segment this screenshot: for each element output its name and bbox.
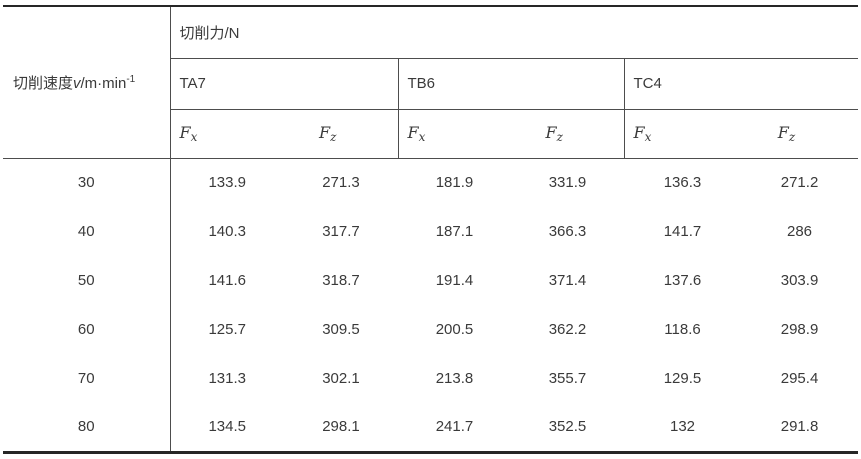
header-row-materials: TA7 TB6 TC4 <box>3 58 859 110</box>
tb6-fz-value: 362.2 <box>511 305 624 354</box>
tc4-fz-value: 271.2 <box>741 158 859 207</box>
tb6-fz-value: 331.9 <box>511 158 624 207</box>
tb6-fx-value: 200.5 <box>398 305 511 354</box>
tc4-fx-value: 136.3 <box>624 158 741 207</box>
tb6-fz-value: 366.3 <box>511 207 624 256</box>
material-header-tc4: TC4 <box>623 58 859 110</box>
tb6-fx-value: 191.4 <box>398 256 511 305</box>
table-row: 80 134.5 298.1 241.7 352.5 132 291.8 <box>3 403 859 452</box>
ta7-fx-value: 125.7 <box>170 305 284 354</box>
header-row-force: 切削速度v/m·min-1 切削力/N <box>3 6 859 159</box>
speed-value: 80 <box>3 403 171 452</box>
speed-value: 40 <box>3 207 171 256</box>
ta7-fz-value: 309.5 <box>284 305 398 354</box>
ta7-fz-value: 317.7 <box>284 207 398 256</box>
header-row-components: Fx Fz Fx Fz Fx Fz <box>3 109 859 159</box>
ta7-fz-value: 271.3 <box>284 158 398 207</box>
tc4-fz-value: 291.8 <box>741 403 859 452</box>
speed-unit-exponent: -1 <box>126 73 136 85</box>
ta7-fz-value: 302.1 <box>284 354 398 403</box>
table-row: 70 131.3 302.1 213.8 355.7 129.5 295.4 <box>3 354 859 403</box>
tb6-fx-value: 187.1 <box>398 207 511 256</box>
table-row: 60 125.7 309.5 200.5 362.2 118.6 298.9 <box>3 305 859 354</box>
tb6-fz-value: 352.5 <box>511 403 624 452</box>
table-row: 40 140.3 317.7 187.1 366.3 141.7 286 <box>3 207 859 256</box>
ta7-fx-value: 133.9 <box>170 158 284 207</box>
tb6-fz-value: 371.4 <box>511 256 624 305</box>
tc4-fz-value: 298.9 <box>741 305 859 354</box>
ta7-fx-value: 141.6 <box>170 256 284 305</box>
tc4-fx-value: 141.7 <box>624 207 741 256</box>
tb6-fx-value: 181.9 <box>398 158 511 207</box>
ta7-fx-value: 140.3 <box>170 207 284 256</box>
material-header-tb6: TB6 <box>397 58 624 110</box>
table-row: 30 133.9 271.3 181.9 331.9 136.3 271.2 <box>3 158 859 207</box>
speed-variable: v <box>73 74 81 92</box>
tc4-fx-value: 132 <box>624 403 741 452</box>
ta7-fx-value: 134.5 <box>170 403 284 452</box>
speed-value: 30 <box>3 158 171 207</box>
tb6-fz-value: 355.7 <box>511 354 624 403</box>
speed-column-header: 切削速度v/m·min-1 <box>3 6 171 159</box>
speed-value: 50 <box>3 256 171 305</box>
tb6-fz-header: Fz <box>511 109 624 159</box>
ta7-fz-value: 318.7 <box>284 256 398 305</box>
tb6-fx-value: 241.7 <box>398 403 511 452</box>
table-row: 50 141.6 318.7 191.4 371.4 137.6 303.9 <box>3 256 859 305</box>
tc4-fz-header: Fz <box>741 109 859 159</box>
speed-unit: /m·min <box>80 74 127 92</box>
cutting-force-table: 切削速度v/m·min-1 切削力/N TA7 TB6 TC4 Fx Fz Fx… <box>3 5 859 454</box>
tc4-fz-value: 286 <box>741 207 859 256</box>
tb6-fx-header: Fx <box>397 109 511 159</box>
tc4-fx-value: 129.5 <box>624 354 741 403</box>
force-header: 切削力/N <box>170 6 859 59</box>
speed-value: 60 <box>3 305 171 354</box>
ta7-fx-value: 131.3 <box>170 354 284 403</box>
tc4-fx-header: Fx <box>623 109 741 159</box>
tc4-fz-value: 295.4 <box>741 354 859 403</box>
ta7-fx-header: Fx <box>170 109 284 159</box>
ta7-fz-value: 298.1 <box>284 403 398 452</box>
material-header-ta7: TA7 <box>170 58 398 110</box>
tb6-fx-value: 213.8 <box>398 354 511 403</box>
tc4-fx-value: 137.6 <box>624 256 741 305</box>
speed-header-prefix: 切削速度 <box>13 74 74 92</box>
ta7-fz-header: Fz <box>284 109 398 159</box>
tc4-fz-value: 303.9 <box>741 256 859 305</box>
speed-value: 70 <box>3 354 171 403</box>
tc4-fx-value: 118.6 <box>624 305 741 354</box>
